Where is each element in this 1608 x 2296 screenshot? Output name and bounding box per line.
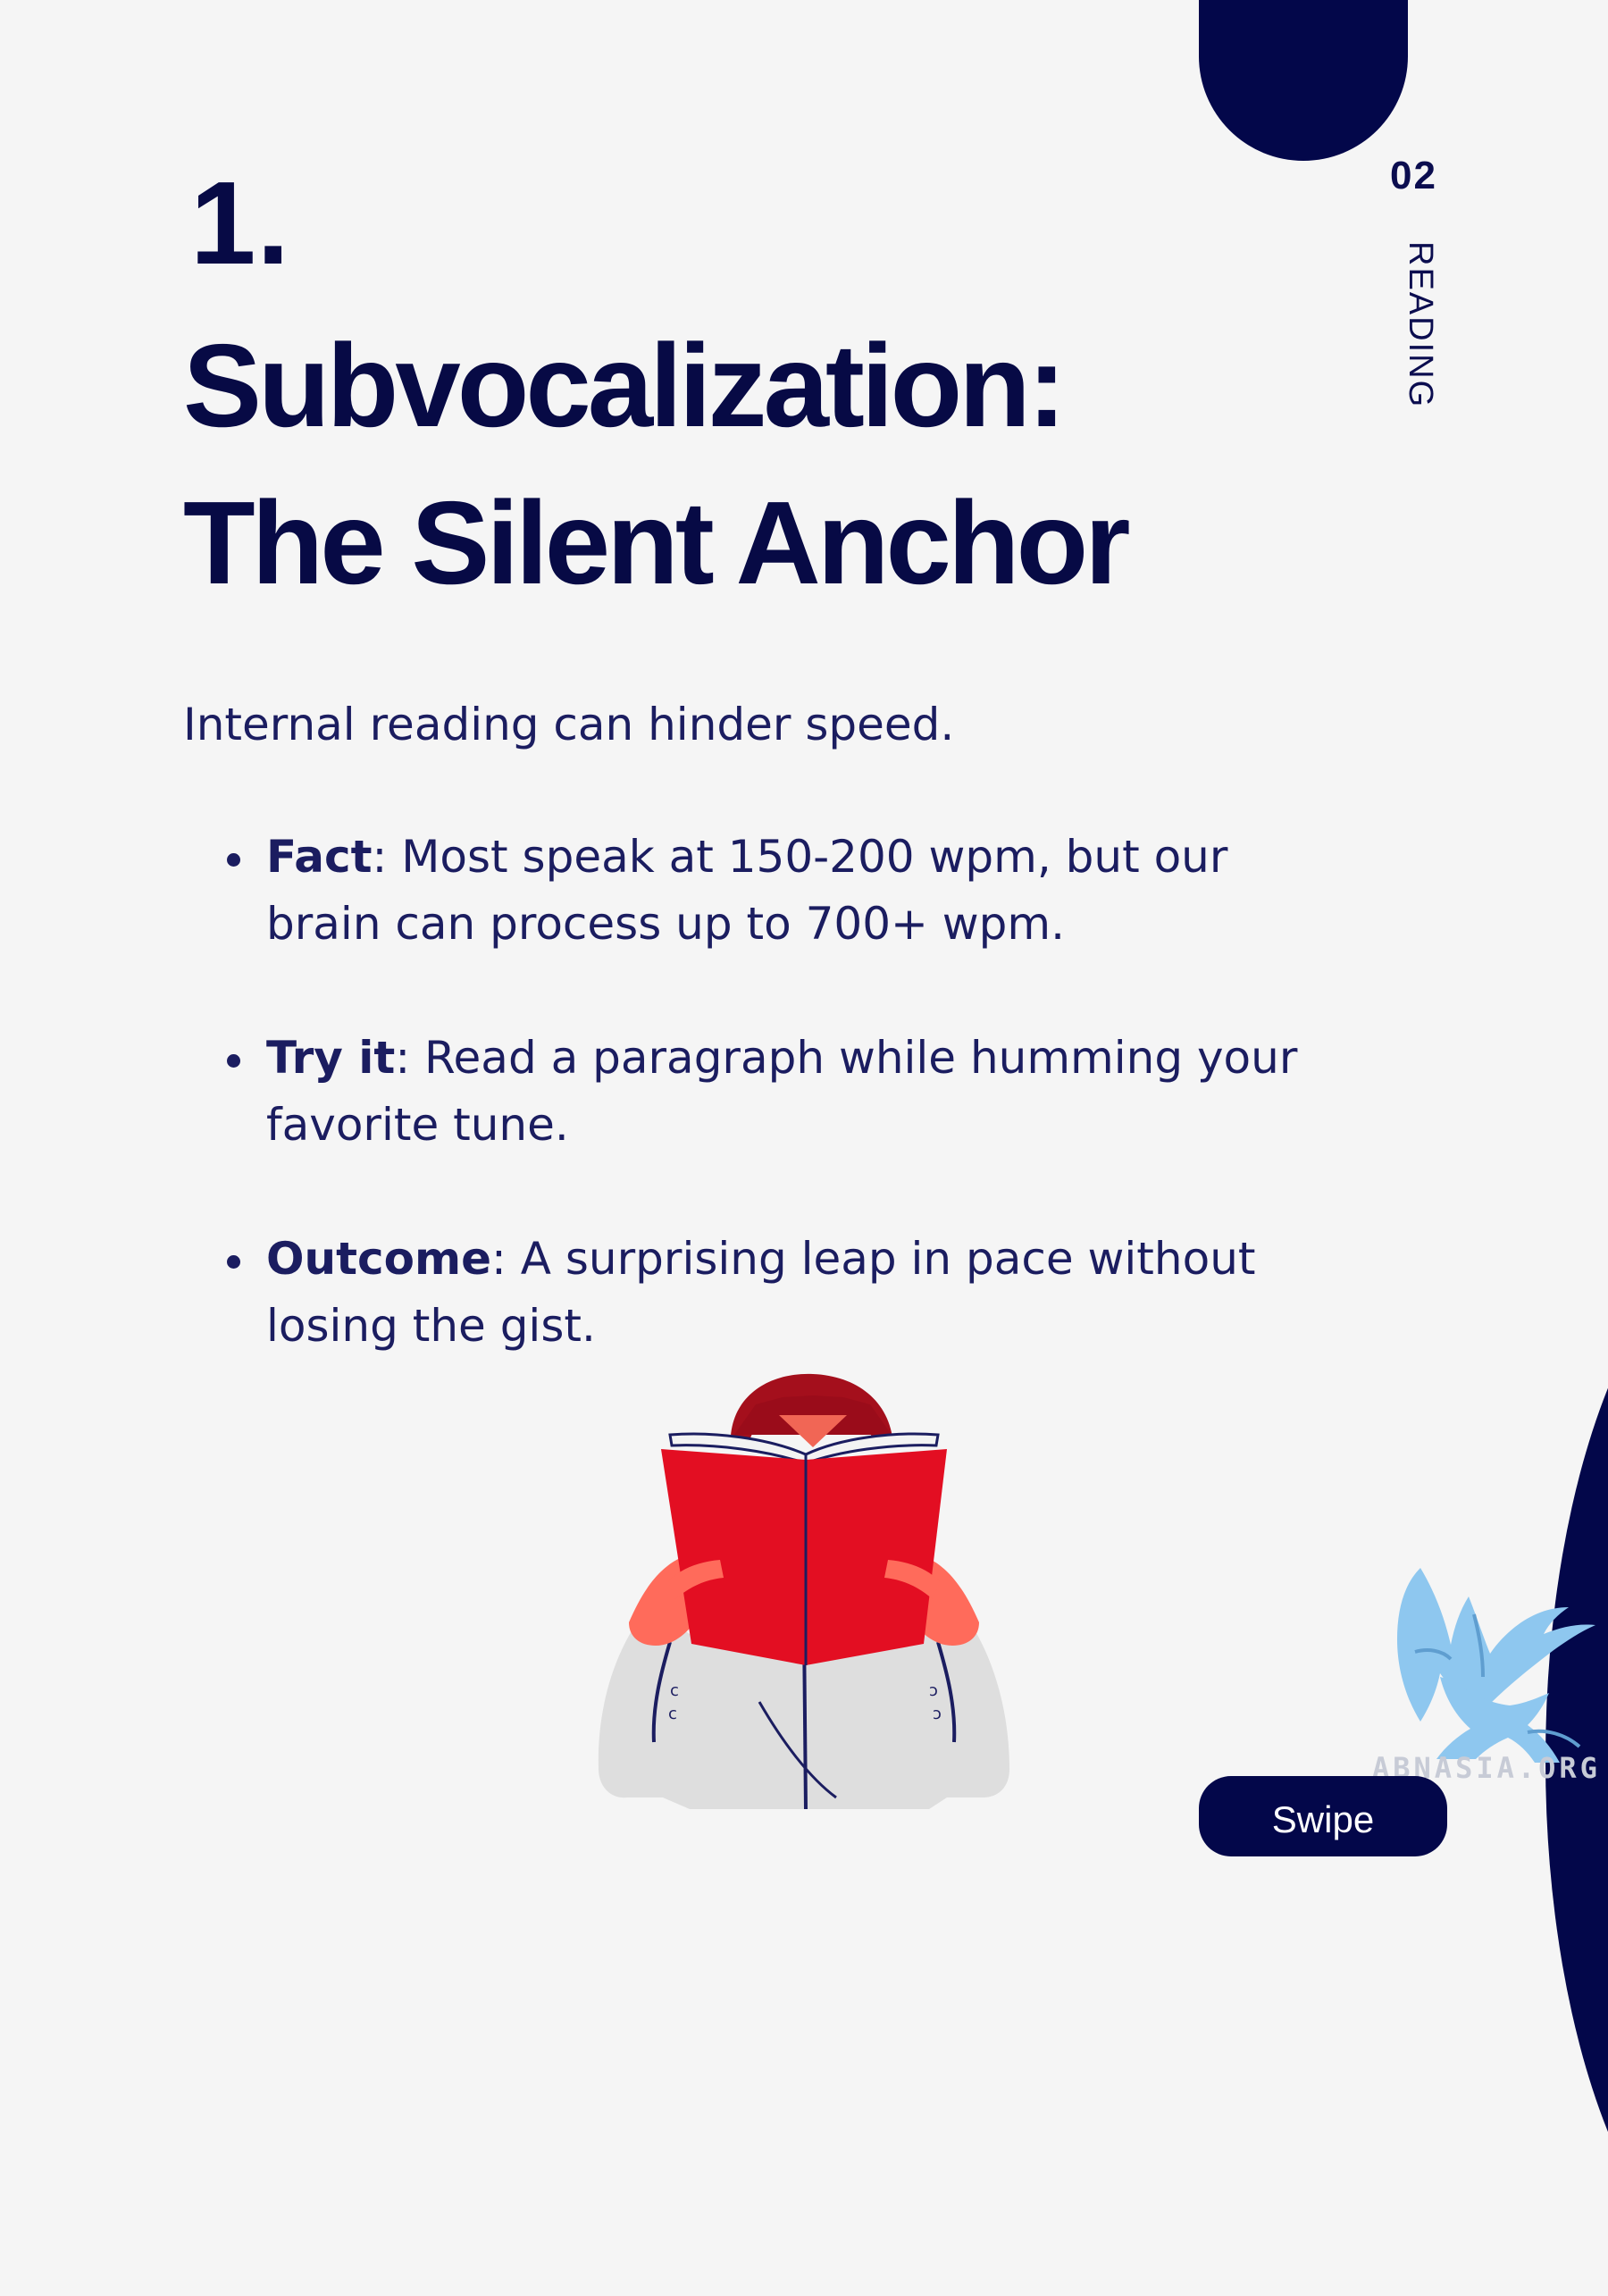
swipe-button[interactable]: Swipe [1199, 1776, 1447, 1856]
bullet-outcome-text: : A surprising leap in pace without losi… [266, 1233, 1256, 1352]
svg-text:ɔ: ɔ [933, 1705, 942, 1723]
bullet-try-it-text: : Read a paragraph while humming your fa… [266, 1032, 1298, 1151]
title-line-1: Subvocalization: [183, 320, 1067, 451]
section-label: READING [1402, 241, 1439, 409]
page-number: 02 [1390, 154, 1437, 197]
person-reading-book-icon: c c ɔ ɔ [572, 1358, 1036, 1810]
title-number: 1. [190, 157, 291, 289]
svg-text:ɔ: ɔ [929, 1681, 938, 1700]
bullet-try-it: Try it: Read a paragraph while humming y… [227, 1025, 1320, 1159]
svg-text:c: c [668, 1705, 677, 1723]
intro-text: Internal reading can hinder speed. [183, 699, 955, 750]
title-line-2: The Silent Anchor [183, 477, 1131, 608]
griffin-logo-icon [1358, 1559, 1608, 1787]
bullet-list: Fact: Most speak at 150-200 wpm, but our… [227, 824, 1320, 1427]
bullet-outcome: Outcome: A surprising leap in pace witho… [227, 1226, 1320, 1360]
bullet-fact-label: Fact [266, 831, 373, 883]
bullet-fact: Fact: Most speak at 150-200 wpm, but our… [227, 824, 1320, 958]
bullet-fact-text: : Most speak at 150-200 wpm, but our bra… [266, 831, 1228, 950]
bullet-try-it-label: Try it [266, 1032, 396, 1084]
slide-title: 1. Subvocalization: The Silent Anchor [183, 161, 1255, 622]
top-navy-pill-decoration [1199, 0, 1408, 161]
bullet-outcome-label: Outcome [266, 1233, 492, 1285]
svg-text:c: c [670, 1681, 679, 1700]
